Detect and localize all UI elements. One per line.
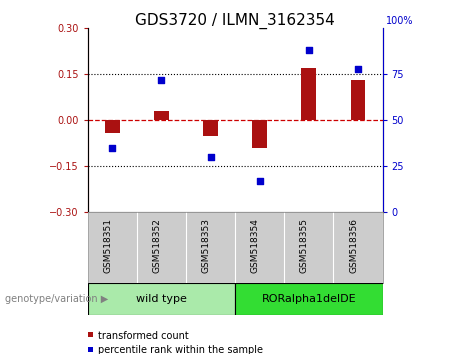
Text: transformed count: transformed count [98,331,189,341]
Point [158,77,165,83]
Bar [351,80,366,120]
Point [207,154,214,160]
Point [305,47,313,53]
Bar [203,120,218,136]
Text: 100%: 100% [385,17,413,27]
Point [108,145,116,151]
Text: GSM518354: GSM518354 [251,218,260,273]
Text: GSM518356: GSM518356 [349,218,358,273]
Text: GSM518353: GSM518353 [201,218,211,273]
Text: GSM518351: GSM518351 [103,218,112,273]
Bar [252,120,267,148]
Text: RORalpha1delDE: RORalpha1delDE [261,294,356,304]
Text: GSM518352: GSM518352 [152,218,161,273]
Text: percentile rank within the sample: percentile rank within the sample [98,346,263,354]
Point [355,66,362,72]
Text: wild type: wild type [136,294,187,304]
Bar [301,68,316,120]
Text: GSM518355: GSM518355 [300,218,309,273]
Text: genotype/variation ▶: genotype/variation ▶ [5,294,108,304]
Point [256,178,263,184]
Text: GDS3720 / ILMN_3162354: GDS3720 / ILMN_3162354 [135,12,335,29]
Bar [105,120,119,133]
Bar [154,111,169,120]
Bar [88,283,235,315]
Bar [235,283,383,315]
